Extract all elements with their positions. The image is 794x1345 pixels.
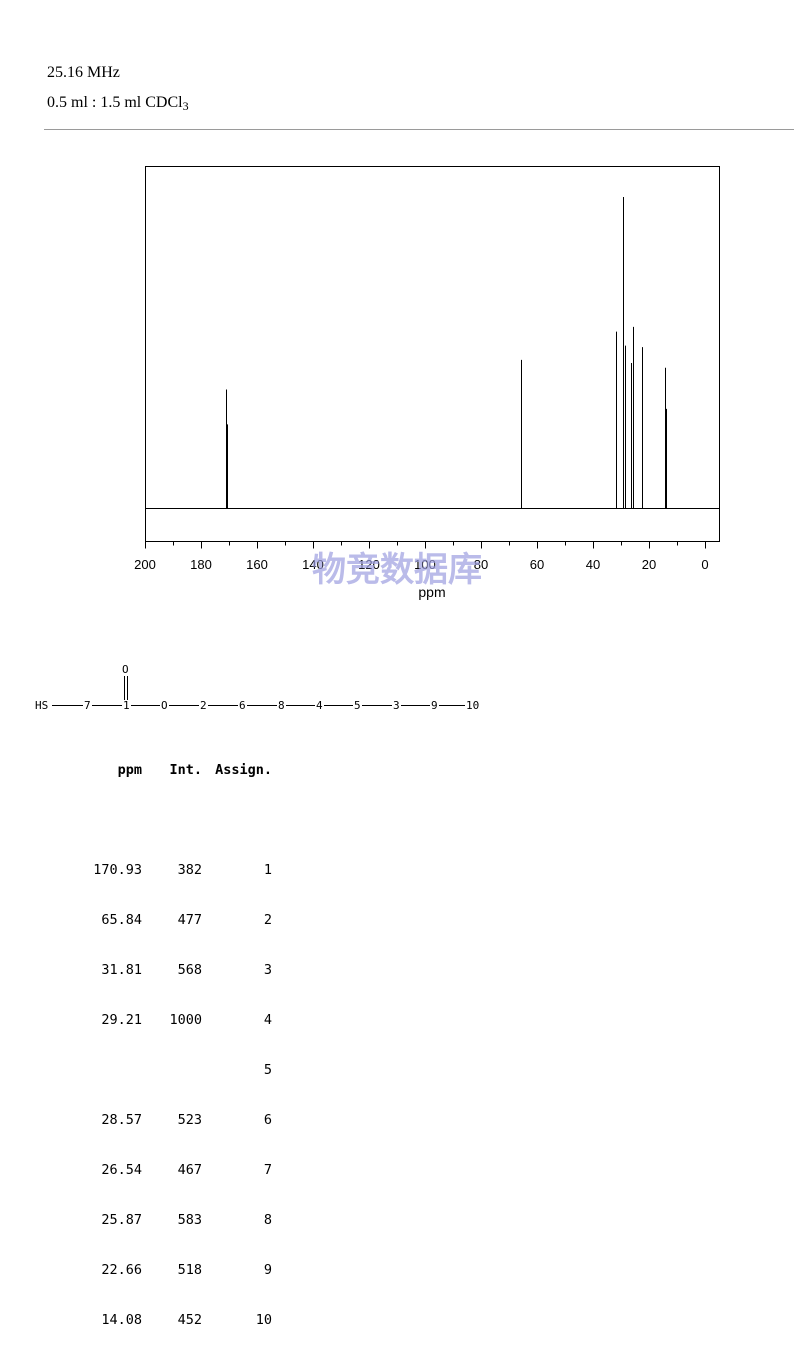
cell-int: 1000 bbox=[169, 1012, 202, 1028]
table-row: 29.21 1000 4 bbox=[70, 1011, 272, 1029]
cell-ppm: 28.57 bbox=[101, 1112, 142, 1128]
table-row: 65.84 477 2 bbox=[70, 911, 272, 929]
cell-int: 467 bbox=[177, 1162, 202, 1178]
cell-assign: 7 bbox=[263, 1162, 272, 1178]
header-ppm: ppm bbox=[117, 762, 142, 778]
table-row: 26.54 467 7 bbox=[70, 1161, 272, 1179]
tick-label-200: 200 bbox=[134, 557, 156, 572]
atom-1: 1 bbox=[123, 699, 130, 712]
cell-assign: 8 bbox=[263, 1212, 272, 1228]
cell-ppm: 65.84 bbox=[101, 912, 142, 928]
molecule-structure: HS 7 1 O O 2 6 8 4 5 3 9 10 bbox=[35, 663, 479, 712]
cell-int: 523 bbox=[177, 1112, 202, 1128]
atom-o-ester: O bbox=[161, 699, 168, 712]
frequency-label: 25.16 MHz bbox=[47, 64, 120, 81]
tick-label-0: 0 bbox=[701, 557, 708, 572]
cell-assign: 1 bbox=[263, 862, 272, 878]
atom-8: 8 bbox=[278, 699, 285, 712]
cell-assign: 2 bbox=[263, 912, 272, 928]
cell-ppm: 14.08 bbox=[101, 1312, 142, 1328]
table-row: 22.66 518 9 bbox=[70, 1261, 272, 1279]
atom-5: 5 bbox=[354, 699, 361, 712]
atom-hs: HS bbox=[35, 699, 48, 712]
header-divider bbox=[44, 129, 794, 130]
tick-label-20: 20 bbox=[642, 557, 656, 572]
atom-o-carbonyl: O bbox=[122, 663, 129, 676]
cell-ppm: 22.66 bbox=[101, 1262, 142, 1278]
peak-table: ppm Int. Assign. 170.93 382 1 65.84 477 2 31.8… bbox=[70, 729, 272, 1345]
solvent-text: 0.5 ml : 1.5 ml CDCl bbox=[47, 94, 183, 111]
table-row: 14.08 452 10 bbox=[70, 1311, 272, 1329]
header-assign: Assign. bbox=[215, 762, 272, 778]
table-row: 28.57 523 6 bbox=[70, 1111, 272, 1129]
cell-ppm: 29.21 bbox=[101, 1012, 142, 1028]
table-header: ppm Int. Assign. bbox=[70, 761, 272, 779]
cell-assign: 3 bbox=[263, 962, 272, 978]
tick-label-160: 160 bbox=[246, 557, 268, 572]
x-axis-label: ppm bbox=[418, 584, 445, 600]
cell-ppm: 25.87 bbox=[101, 1212, 142, 1228]
tick-label-140: 140 bbox=[302, 557, 324, 572]
plot-frame bbox=[145, 166, 720, 542]
cell-assign: 5 bbox=[263, 1062, 272, 1078]
tick-label-180: 180 bbox=[190, 557, 212, 572]
tick-label-80: 80 bbox=[474, 557, 488, 572]
atom-9: 9 bbox=[431, 699, 438, 712]
x-axis-ticks: 200 180 160 140 120 100 80 60 40 20 0 bbox=[134, 541, 709, 572]
cell-int: 583 bbox=[177, 1212, 202, 1228]
cell-int: 477 bbox=[177, 912, 202, 928]
watermark: 物竞数据库 bbox=[312, 550, 482, 590]
atom-7: 7 bbox=[84, 699, 91, 712]
cell-ppm: 31.81 bbox=[101, 962, 142, 978]
cell-int: 568 bbox=[177, 962, 202, 978]
tick-label-40: 40 bbox=[586, 557, 600, 572]
tick-label-60: 60 bbox=[530, 557, 544, 572]
cell-int: 382 bbox=[177, 862, 202, 878]
atom-6: 6 bbox=[239, 699, 246, 712]
atom-2: 2 bbox=[200, 699, 207, 712]
table-row: 5 bbox=[70, 1061, 272, 1079]
table-row: 25.87 583 8 bbox=[70, 1211, 272, 1229]
solvent-subscript: 3 bbox=[182, 99, 189, 113]
peaks-layer bbox=[226, 197, 667, 509]
atom-4: 4 bbox=[316, 699, 323, 712]
solvent-label: 0.5 ml : 1.5 ml CDCl3 bbox=[47, 94, 189, 113]
cell-assign: 10 bbox=[255, 1312, 272, 1328]
table-row: 31.81 568 3 bbox=[70, 961, 272, 979]
nmr-spectrum-chart: 200 180 160 140 120 100 80 60 40 20 0 ppm 物竞数据库 bbox=[134, 166, 720, 600]
cell-ppm: 26.54 bbox=[101, 1162, 142, 1178]
cell-int: 518 bbox=[177, 1262, 202, 1278]
tick-label-100: 100 bbox=[414, 557, 436, 572]
cell-assign: 4 bbox=[263, 1012, 272, 1028]
cell-int: 452 bbox=[177, 1312, 202, 1328]
tick-label-120: 120 bbox=[358, 557, 380, 572]
cell-assign: 9 bbox=[263, 1262, 272, 1278]
table-row: 170.93 382 1 bbox=[70, 861, 272, 879]
atom-3: 3 bbox=[393, 699, 400, 712]
cell-ppm: 170.93 bbox=[93, 862, 142, 878]
atom-10: 10 bbox=[466, 699, 479, 712]
cell-assign: 6 bbox=[263, 1112, 272, 1128]
header-int: Int. bbox=[169, 762, 202, 778]
